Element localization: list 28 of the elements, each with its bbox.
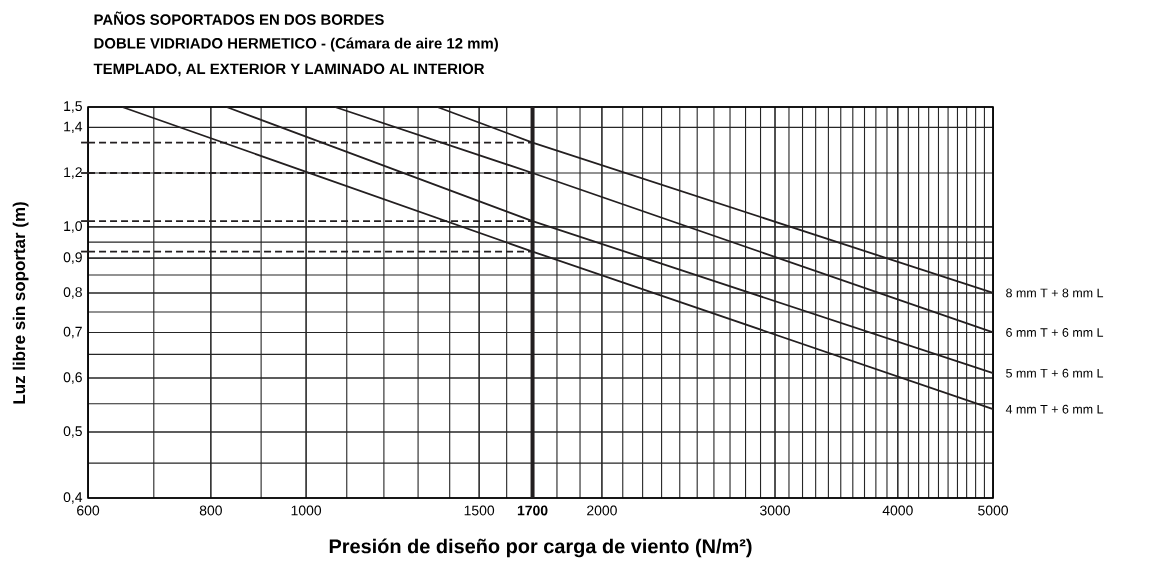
y-tick-label: 0,8 (63, 287, 82, 299)
y-tick-label: 1,2 (64, 167, 82, 179)
x-tick-label: 2000 (587, 505, 617, 516)
text: TEMPLADO, AL EXTERIOR Y LAMINADO AL INTERIOR (93, 63, 485, 77)
y-tick-label: 0,6 (63, 372, 82, 384)
chart-title: PAÑOS SOPORTADOS EN DOS BORDES (94, 11, 384, 25)
ref-line-label: 1700 (517, 505, 548, 516)
y-tick-label: 0,7 (63, 326, 82, 339)
x-tick-label: 800 (199, 505, 222, 516)
series-label: 5 mm T + 6 mm L (1006, 368, 1104, 378)
y-tick-label: 1,0 (64, 221, 82, 233)
y-tick-label: 1,4 (64, 121, 83, 134)
y-axis-title: Luz libre sin soportar (m) (12, 202, 29, 404)
series-label: 8 mm T + 8 mm L (1006, 288, 1104, 298)
series-label: 6 mm T + 6 mm L (1006, 328, 1104, 337)
y-tick-label: 0,4 (63, 492, 83, 504)
x-tick-label: 3000 (760, 505, 790, 516)
y-tick-label: 0,5 (63, 426, 82, 438)
x-axis-title: Presión de diseño por carga de viento (N/m²) (329, 538, 752, 558)
x-tick-label: 4000 (882, 505, 913, 516)
series-label: 4 mm T + 6 mm L (1005, 404, 1104, 414)
x-tick-label: 1000 (291, 505, 322, 516)
x-tick-label: 5000 (978, 505, 1009, 516)
y-tick-label: 1,5 (64, 101, 82, 113)
x-tick-label: 600 (77, 505, 100, 516)
x-tick-label: 1500 (464, 505, 495, 516)
y-tick-label: 0,9 (63, 252, 82, 264)
chart-subtitle: DOBLE VIDRIADO HERMETICO - (Cámara de aire 12 mm) (94, 37, 498, 52)
